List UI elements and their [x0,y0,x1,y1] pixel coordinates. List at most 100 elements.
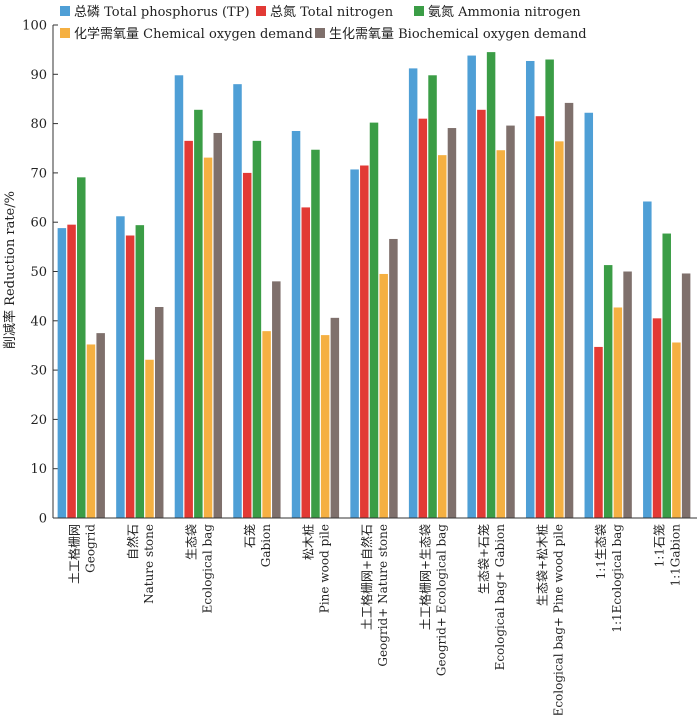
y-tick-label: 60 [30,216,47,231]
y-tick-label: 90 [30,68,47,83]
x-tick-label: Geogrid+ Nature stone [376,524,390,667]
bar [203,157,213,518]
legend-swatch [60,6,70,16]
y-tick-label: 50 [30,265,47,280]
bar [535,116,545,518]
x-axis: 土工格栅网 Geogrid 自然石 Nature stone 生态袋 Ecological… [53,517,697,715]
bar [525,60,535,518]
bar [613,307,623,518]
y-tick-label: 30 [30,364,47,379]
bar [86,344,96,518]
bar [584,112,594,518]
bar [242,172,252,518]
x-tick-label: Ecological bag+ Pine wood pile [552,524,566,715]
bar [77,177,86,518]
bar [428,75,437,518]
x-tick-label: 自然石 [125,524,140,560]
x-tick-label: Ecological bag [200,524,214,614]
bar [174,75,184,518]
bar [496,150,506,519]
bar [369,122,379,518]
x-tick-label: 1:1Gabion [669,524,683,587]
bar [272,281,281,518]
bar [623,271,632,518]
bar [96,333,105,518]
legend-label: 化学需氧量 Chemical oxygen demand [74,26,313,42]
bar [301,207,311,518]
bar [135,225,145,518]
bar [643,201,652,518]
bar [545,59,554,518]
x-tick-label: 土工格栅网+生态袋 [418,524,433,630]
y-tick-label: 20 [30,413,47,428]
y-tick-label: 10 [30,462,47,477]
bar [477,109,486,519]
bar [213,132,223,519]
bar [506,125,515,519]
bar [603,265,613,518]
legend-label: 氨氮 Ammonia nitrogen [428,5,581,20]
x-tick-label: 生态袋 [184,524,198,560]
bar [233,84,242,518]
bar [311,149,320,518]
x-tick-label: 1:1生态袋 [594,524,608,579]
x-tick-label: 土工格栅网 [66,524,81,584]
y-tick-label: 70 [30,166,47,181]
bar [594,346,603,518]
y-axis: 0 10 20 30 40 50 60 70 80 90 100 [22,19,58,527]
bar [672,342,681,518]
x-tick-label: Nature stone [142,524,156,604]
legend-label: 总磷 Total phosphorus (TP) [74,5,250,20]
x-tick-label: 土工格栅网+自然石 [359,524,374,630]
legend-label: 生化需氧量 Biochemical oxygen demand [329,27,587,42]
bar [418,118,428,519]
bar [252,140,262,519]
x-tick-label: Pine wood pile [317,524,331,613]
bar [125,235,135,519]
y-tick-label: 100 [22,19,47,34]
x-tick-label: Gabion [259,524,273,567]
bar [320,335,330,518]
bar [154,306,164,518]
y-axis-label: 削减率 Reduction rate/% [2,191,18,349]
bar [116,216,125,518]
bar [555,141,564,518]
y-tick-label: 40 [30,314,47,329]
x-tick-label: 1:1Ecological bag [610,524,624,633]
bar [467,55,476,518]
bar [184,140,193,519]
legend: 总磷 Total phosphorus (TP) 总氮 Total nitroge… [60,5,587,42]
x-tick-label: 生态袋+松木桩 [535,524,550,606]
bar [194,109,203,519]
bar [408,68,418,518]
bar [389,238,398,518]
x-tick-label: 石笼 [242,524,257,548]
x-tick-label: 1:1石笼 [652,524,667,567]
bars [57,52,691,519]
bar [291,130,301,518]
bar [564,102,574,519]
y-tick-label: 0 [39,512,47,527]
bar [145,359,154,518]
bar [437,155,447,519]
legend-label: 总氮 Total nitrogen [270,5,394,20]
legend-swatch [60,28,70,38]
bar [662,233,671,518]
legend-swatch [256,6,266,16]
x-tick-label: Geogrid+ Ecological bag [435,524,449,676]
bar [262,331,271,518]
bar [360,165,369,518]
x-tick-label: 生态袋+石笼 [476,524,491,594]
bar [652,318,662,518]
x-tick-label: Ecological bag+ Gabion [493,524,507,671]
legend-swatch [414,6,424,16]
bar [330,317,340,518]
bar [486,52,496,519]
bar [57,228,67,518]
x-tick-label: Geogrid [83,524,97,573]
bar [67,224,76,519]
bar [681,273,691,518]
legend-swatch [315,28,325,38]
x-tick-label: 松木桩 [300,524,315,560]
bar [447,128,457,519]
